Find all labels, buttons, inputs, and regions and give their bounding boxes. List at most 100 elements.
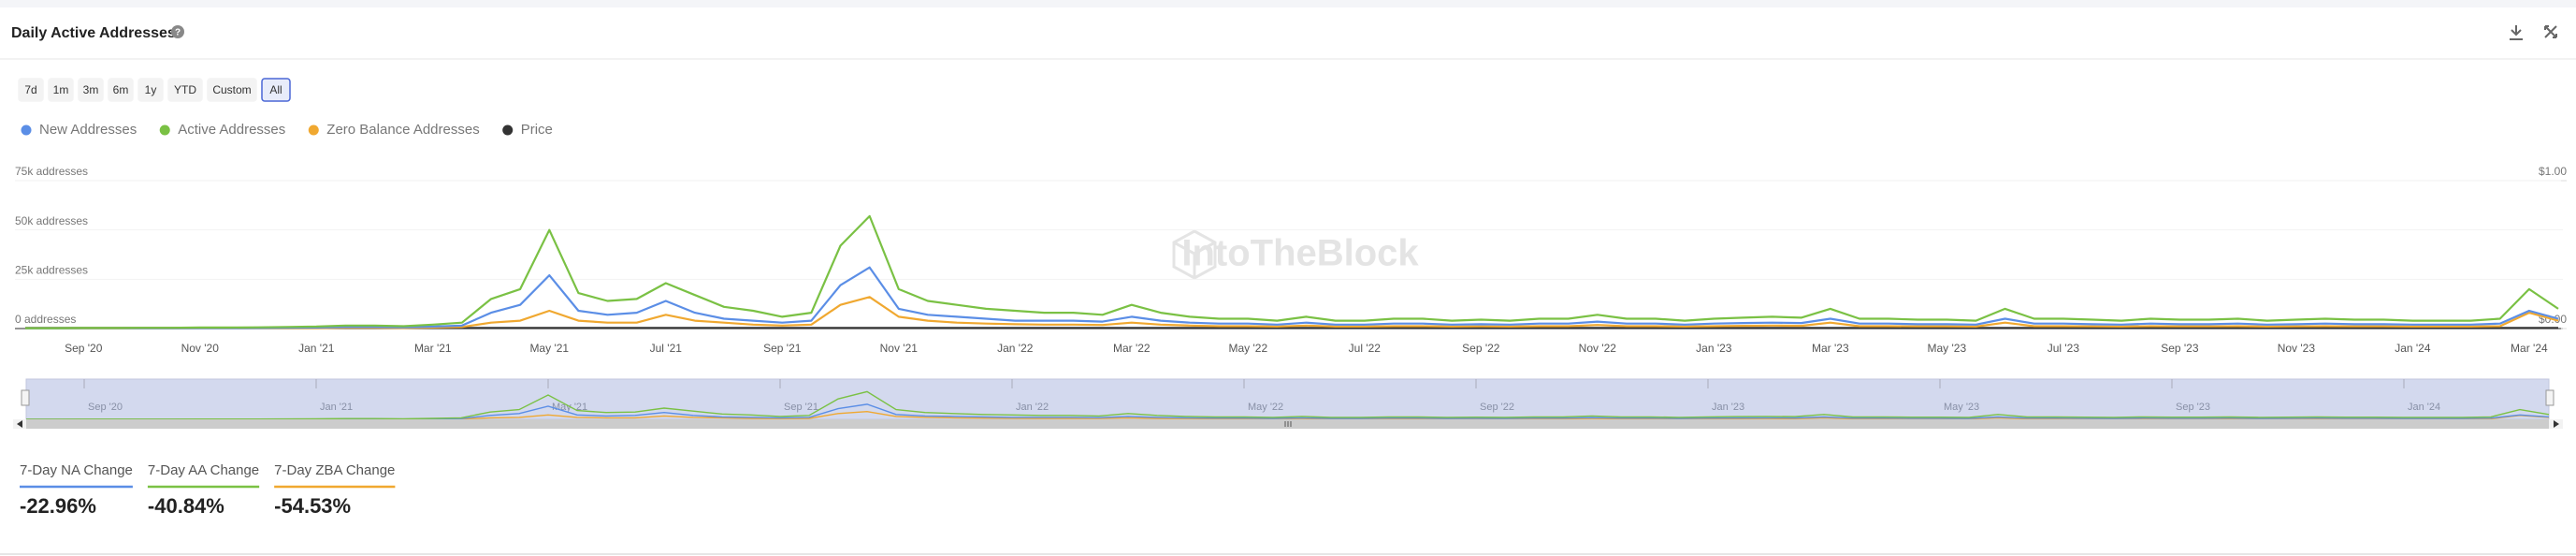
navigator-label: Jan '23 xyxy=(1712,402,1744,413)
x-tick-label: Nov '21 xyxy=(880,342,919,355)
button-bg xyxy=(207,78,257,102)
x-tick-label: May '23 xyxy=(1928,342,1967,355)
range-button[interactable]: 7d xyxy=(18,78,44,102)
x-tick-label: May '22 xyxy=(1228,342,1267,355)
x-tick-label: Sep '21 xyxy=(763,342,802,355)
legend-marker xyxy=(21,124,32,136)
button-label: Custom xyxy=(212,83,251,96)
button-label: All xyxy=(269,83,282,96)
range-button[interactable]: 1y xyxy=(137,78,164,102)
help-circle xyxy=(171,25,184,38)
button-label: 1m xyxy=(53,83,69,96)
navigator-label: Jan '24 xyxy=(2408,402,2440,413)
button-label: 1y xyxy=(145,83,157,96)
scroll-arrow-left[interactable] xyxy=(17,420,22,428)
x-tick-label: Sep '22 xyxy=(1462,342,1500,355)
x-tick-label: Sep '20 xyxy=(65,342,103,355)
x-tick-label: Jul '23 xyxy=(2048,342,2080,355)
legend-item[interactable]: Zero Balance Addresses xyxy=(308,122,480,138)
fullscreen-icon[interactable] xyxy=(2544,25,2557,38)
button-label: 7d xyxy=(24,83,36,96)
button-label: 6m xyxy=(113,83,129,96)
series-line xyxy=(25,296,2559,329)
button-bg xyxy=(137,78,164,102)
legend-label: New Addresses xyxy=(39,122,137,138)
button-bg xyxy=(78,78,104,102)
legend-marker xyxy=(159,124,170,136)
navigator-handle-right[interactable] xyxy=(2545,389,2554,406)
range-button[interactable]: Custom xyxy=(207,78,257,102)
button-bg xyxy=(167,78,203,102)
button-label: 3m xyxy=(83,83,99,96)
button-bg xyxy=(18,78,44,102)
range-button[interactable]: All xyxy=(261,78,291,102)
legend-label: Price xyxy=(521,122,553,138)
y2-tick-label: $1.00 xyxy=(2539,165,2567,178)
navigator-label: Sep '22 xyxy=(1480,402,1514,413)
range-button[interactable]: YTD xyxy=(167,78,203,102)
navigator-label: Sep '23 xyxy=(2176,402,2210,413)
legend-item[interactable]: Price xyxy=(502,122,553,138)
navigator-label: Sep '20 xyxy=(88,402,123,413)
navigator-line xyxy=(26,390,2550,420)
legend-marker xyxy=(308,124,319,136)
y-tick-label: 0 addresses xyxy=(15,313,76,326)
stat-value: -40.84% xyxy=(148,494,224,518)
x-tick-label: Mar '22 xyxy=(1113,342,1151,355)
stat-label: 7-Day NA Change xyxy=(20,462,133,478)
title: Daily Active Addresses xyxy=(11,25,176,41)
stat-label: 7-Day AA Change xyxy=(148,462,259,478)
y-tick-label: 25k addresses xyxy=(15,264,88,277)
x-tick-label: Sep '23 xyxy=(2161,342,2199,355)
series-line xyxy=(25,214,2559,329)
top-strip xyxy=(0,0,2576,7)
x-tick-label: May '21 xyxy=(529,342,569,355)
button-label: YTD xyxy=(174,83,196,96)
x-tick-label: Jan '21 xyxy=(298,342,335,355)
button-bg xyxy=(108,78,134,102)
x-tick-label: Nov '20 xyxy=(181,342,220,355)
navigator-label: Jan '21 xyxy=(320,402,353,413)
range-button[interactable]: 6m xyxy=(108,78,134,102)
x-tick-label: Nov '23 xyxy=(2278,342,2316,355)
range-button[interactable]: 1m xyxy=(48,78,74,102)
stat-value: -22.96% xyxy=(20,494,96,518)
x-tick-label: Mar '21 xyxy=(414,342,452,355)
x-tick-label: Jul '21 xyxy=(650,342,683,355)
legend-item[interactable]: New Addresses xyxy=(21,122,137,138)
navigator-handle-left[interactable] xyxy=(21,389,30,406)
navigator-label: Jan '22 xyxy=(1016,402,1049,413)
range-button[interactable]: 3m xyxy=(78,78,104,102)
navigator-label: Sep '21 xyxy=(784,402,818,413)
button-bg xyxy=(48,78,74,102)
x-tick-label: Mar '24 xyxy=(2511,342,2548,355)
help-icon[interactable]: ? xyxy=(171,25,184,38)
stat-label: 7-Day ZBA Change xyxy=(274,462,395,478)
help-glyph: ? xyxy=(175,28,181,38)
y-tick-label: 75k addresses xyxy=(15,165,88,178)
download-icon[interactable] xyxy=(2510,25,2523,40)
x-tick-label: Jan '22 xyxy=(997,342,1034,355)
x-tick-label: Mar '23 xyxy=(1812,342,1849,355)
navigator-label: May '23 xyxy=(1944,402,1979,413)
legend-marker xyxy=(502,124,514,136)
stat-value: -54.53% xyxy=(274,494,351,518)
navigator-bg xyxy=(25,378,2550,420)
scroll-grip xyxy=(1284,421,1292,427)
x-tick-label: Nov '22 xyxy=(1579,342,1617,355)
navigator-label: May '22 xyxy=(1248,402,1283,413)
x-tick-label: Jan '24 xyxy=(2395,342,2431,355)
x-tick-label: Jul '22 xyxy=(1349,342,1382,355)
legend-label: Active Addresses xyxy=(178,122,285,138)
y-tick-label: 50k addresses xyxy=(15,214,88,227)
content: 7d 1m 3m 6m 1y YTD Custom All New Addresses Activ… xyxy=(13,78,2567,518)
legend-item[interactable]: Active Addresses xyxy=(159,122,286,138)
series-line xyxy=(25,266,2559,329)
watermark-logo xyxy=(1172,229,1217,280)
legend-label: Zero Balance Addresses xyxy=(326,122,479,138)
scroll-arrow-right[interactable] xyxy=(2554,420,2559,428)
fullscreen-glyph xyxy=(2544,25,2557,38)
button-bg xyxy=(261,78,291,102)
x-tick-label: Jan '23 xyxy=(1696,342,1732,355)
